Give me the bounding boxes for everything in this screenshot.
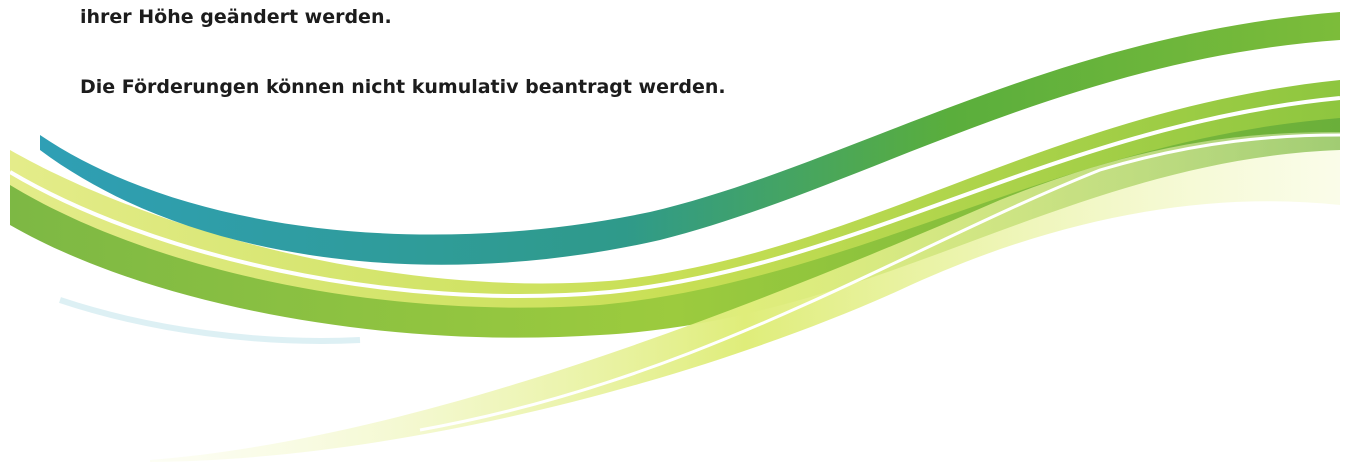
wave-decoration xyxy=(0,0,1346,466)
paragraph: ihrer Höhe geändert werden. xyxy=(80,6,392,28)
page: ihrer Höhe geändert werden. Die Förderun… xyxy=(0,0,1346,466)
paragraph: Die Förderungen können nicht kumulativ b… xyxy=(80,76,726,98)
